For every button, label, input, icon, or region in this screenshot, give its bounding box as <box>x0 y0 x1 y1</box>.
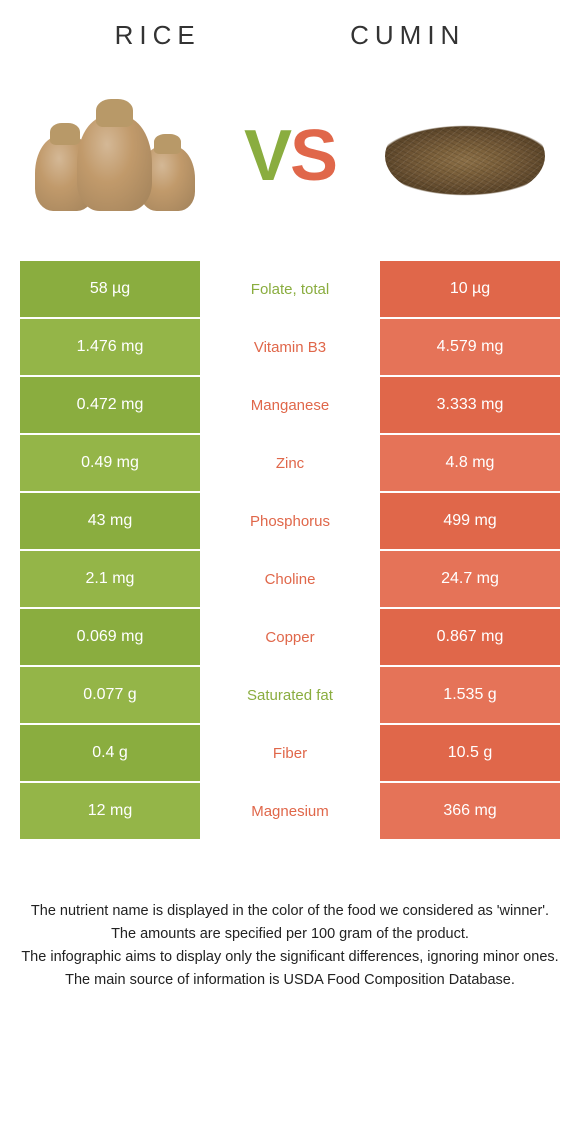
vs-s: S <box>290 116 336 196</box>
value-left: 0.069 mg <box>20 609 200 665</box>
vs-label: VS <box>244 115 336 197</box>
nutrition-table: 58 µgFolate, total10 µg1.476 mgVitamin B… <box>20 261 560 839</box>
table-row: 0.4 gFiber10.5 g <box>20 725 560 781</box>
cumin-image <box>380 91 550 221</box>
value-right: 499 mg <box>380 493 560 549</box>
footer-line: The amounts are specified per 100 gram o… <box>18 924 562 945</box>
footer-notes: The nutrient name is displayed in the co… <box>0 841 580 991</box>
footer-line: The main source of information is USDA F… <box>18 970 562 991</box>
value-left: 12 mg <box>20 783 200 839</box>
title-left: RICE <box>115 20 201 51</box>
value-right: 4.8 mg <box>380 435 560 491</box>
nutrient-name: Choline <box>200 551 380 607</box>
nutrient-name: Vitamin B3 <box>200 319 380 375</box>
nutrient-name: Folate, total <box>200 261 380 317</box>
table-row: 43 mgPhosphorus499 mg <box>20 493 560 549</box>
nutrient-name: Magnesium <box>200 783 380 839</box>
nutrient-name: Manganese <box>200 377 380 433</box>
table-row: 12 mgMagnesium366 mg <box>20 783 560 839</box>
value-right: 4.579 mg <box>380 319 560 375</box>
value-left: 0.472 mg <box>20 377 200 433</box>
table-row: 58 µgFolate, total10 µg <box>20 261 560 317</box>
value-right: 10 µg <box>380 261 560 317</box>
value-right: 0.867 mg <box>380 609 560 665</box>
value-left: 0.4 g <box>20 725 200 781</box>
value-left: 43 mg <box>20 493 200 549</box>
nutrient-name: Saturated fat <box>200 667 380 723</box>
nutrient-name: Zinc <box>200 435 380 491</box>
value-right: 24.7 mg <box>380 551 560 607</box>
value-right: 366 mg <box>380 783 560 839</box>
nutrient-name: Copper <box>200 609 380 665</box>
hero-row: VS <box>0 61 580 261</box>
title-right: CUMIN <box>350 20 465 51</box>
value-right: 1.535 g <box>380 667 560 723</box>
header: RICE CUMIN <box>0 0 580 61</box>
table-row: 0.472 mgManganese3.333 mg <box>20 377 560 433</box>
table-row: 0.49 mgZinc4.8 mg <box>20 435 560 491</box>
table-row: 0.077 gSaturated fat1.535 g <box>20 667 560 723</box>
table-row: 0.069 mgCopper0.867 mg <box>20 609 560 665</box>
table-row: 2.1 mgCholine24.7 mg <box>20 551 560 607</box>
table-row: 1.476 mgVitamin B34.579 mg <box>20 319 560 375</box>
footer-line: The infographic aims to display only the… <box>18 947 562 968</box>
value-right: 3.333 mg <box>380 377 560 433</box>
footer-line: The nutrient name is displayed in the co… <box>18 901 562 922</box>
rice-image <box>30 91 200 221</box>
value-left: 58 µg <box>20 261 200 317</box>
nutrient-name: Phosphorus <box>200 493 380 549</box>
value-right: 10.5 g <box>380 725 560 781</box>
vs-v: V <box>244 116 290 196</box>
value-left: 2.1 mg <box>20 551 200 607</box>
value-left: 1.476 mg <box>20 319 200 375</box>
value-left: 0.077 g <box>20 667 200 723</box>
nutrient-name: Fiber <box>200 725 380 781</box>
value-left: 0.49 mg <box>20 435 200 491</box>
